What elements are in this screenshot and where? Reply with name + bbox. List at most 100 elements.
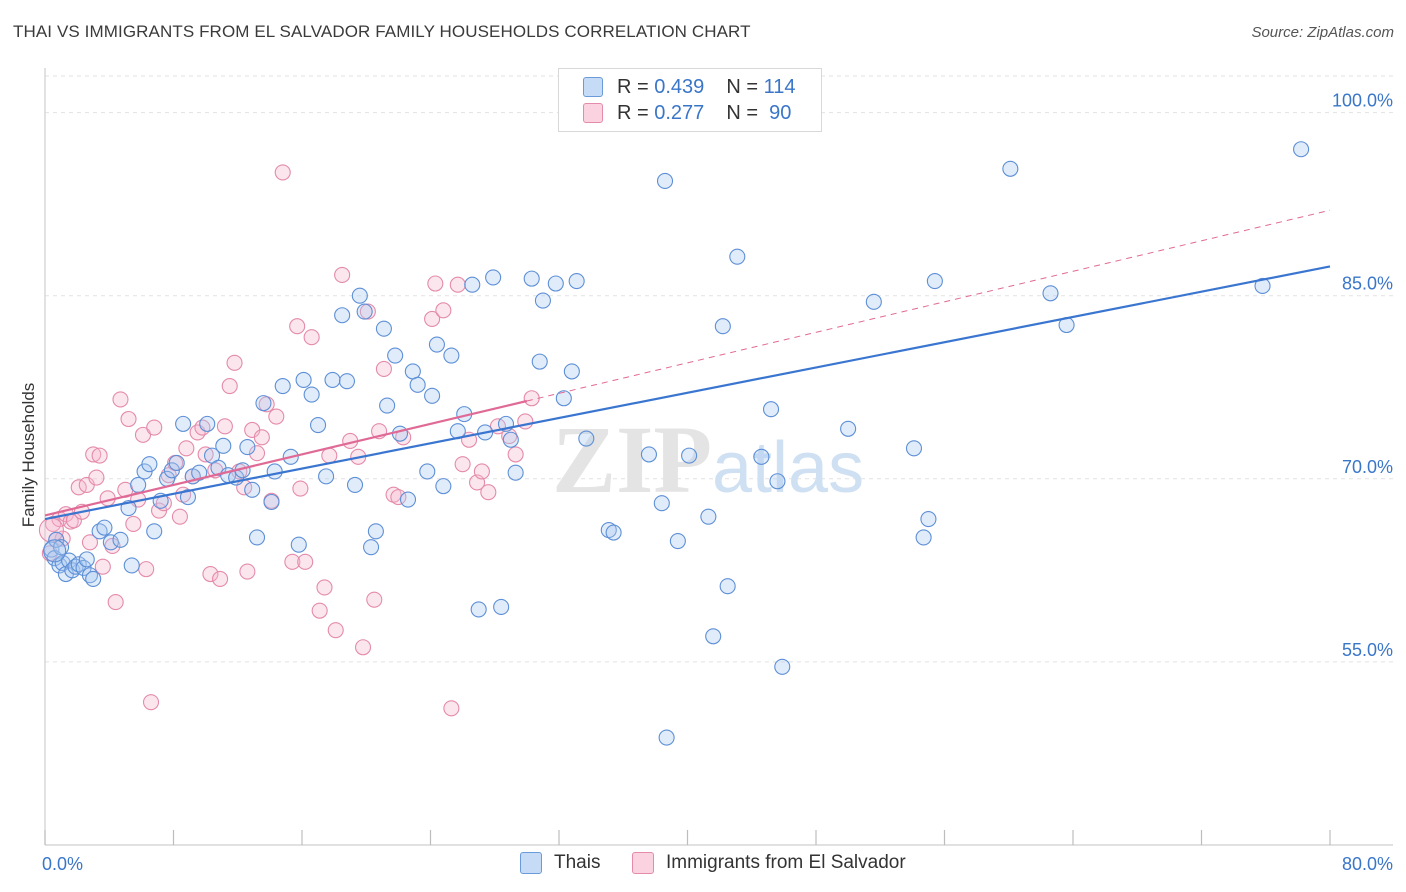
scatter-point [146,523,163,540]
scatter-point [840,420,857,437]
scatter-point [502,431,519,448]
scatter-point [363,539,380,556]
scatter-point [178,440,195,457]
scatter-point [391,425,409,442]
legend-n-label: N = [726,101,758,124]
scatter-point [226,354,243,371]
y-axis-label: Family Households [19,383,38,528]
scatter-point [443,347,460,364]
scatter-point [428,336,445,353]
scatter-point [507,464,524,481]
scatter-point [239,439,256,456]
scatter-point [435,302,452,319]
scatter-point [334,266,351,284]
scatter-point [123,557,140,574]
scatter-point [485,269,502,286]
scatter-point [141,456,158,473]
scatter-point [138,561,155,578]
y-tick-label: 100.0% [1332,91,1393,111]
scatter-point [297,553,314,570]
scatter-point [404,363,421,380]
bottom-legend-elsalvador: Immigrants from El Salvador [632,852,906,874]
scatter-point [43,539,67,563]
bottom-legend-swatch-thais [520,852,542,874]
scatter-point [424,310,441,327]
scatter-point [547,275,564,292]
trendline-elsalvador-extension [526,209,1331,402]
scatter-point [399,491,417,508]
scatter-point [865,293,882,310]
legend-r-label: R = [617,75,649,98]
scatter-point [1042,285,1059,302]
scatter-point [700,508,717,525]
scatter-point [379,397,396,414]
scatter-point [669,533,686,550]
scatter-point [125,515,142,533]
scatter-point [774,658,791,675]
scatter-point [295,371,312,388]
scatter-point [244,481,261,498]
scatter-point [289,318,306,335]
scatter-point [303,386,320,403]
scatter-point [175,415,192,432]
scatter-point [274,164,291,181]
scatter-point [221,377,238,395]
scatter-point [356,303,373,320]
scatter-point [375,320,392,337]
bottom-legend-label-thais: Thais [554,852,601,873]
x-tick-label: 80.0% [1342,854,1393,874]
legend-n-label: N = [726,75,758,98]
scatter-point [523,270,540,287]
scatter-point [318,468,335,485]
scatter-point [367,523,384,540]
scatter-point [91,447,108,464]
scatter-point [94,558,111,575]
scatter-point [85,446,102,463]
scatter-point [449,276,466,293]
scatter-point [171,508,188,525]
series-elsalvador-points [38,164,540,717]
scatter-point [424,387,441,404]
scatter-point [443,700,460,717]
scatter-point [197,446,214,463]
scatter-point [470,601,487,618]
watermark-atlas: atlas [712,428,864,508]
scatter-point [390,489,407,506]
scatter-point [268,408,285,425]
y-tick-label: 55.0% [1342,640,1393,660]
scatter-point [239,563,256,580]
scatter-point [321,447,338,464]
legend-n-value: 90 [769,101,792,124]
scatter-point [1293,141,1310,158]
scatter-point [493,598,510,616]
scatter-point [753,448,770,465]
trendline-elsalvador [44,399,528,517]
legend-row-elsalvador: R = 0.277 N = 90 [583,100,791,126]
scatter-point [568,273,585,290]
bottom-legend-label-elsalvador: Immigrants from El Salvador [666,852,906,873]
x-tick-labels: 0.0% 80.0% [42,854,1393,874]
scatter-point [248,445,266,462]
scatter-point [112,391,129,408]
scatter-point [375,360,392,378]
scatter-point [762,401,780,418]
scatter-point [292,480,309,497]
scatter-point [915,529,932,546]
scatter-point [327,622,344,639]
scatter-point [338,373,356,390]
chart-title: THAI VS IMMIGRANTS FROM EL SALVADOR FAMI… [13,22,751,41]
scatter-point [769,473,786,490]
source-label: Source: ZipAtlas.com [1251,24,1394,41]
scatter-point [656,172,674,190]
trendline-thais [44,265,1331,521]
legend-r-value: 0.439 [654,75,705,98]
bottom-legend: Thais Immigrants from El Salvador [0,852,1406,878]
scatter-point [142,694,160,711]
scatter-point [346,476,364,493]
legend-r-value: 0.277 [654,101,705,124]
scatter-point [263,493,280,511]
scatter-point [507,446,524,463]
scatter-point [303,329,320,346]
scatter-point [427,275,444,292]
